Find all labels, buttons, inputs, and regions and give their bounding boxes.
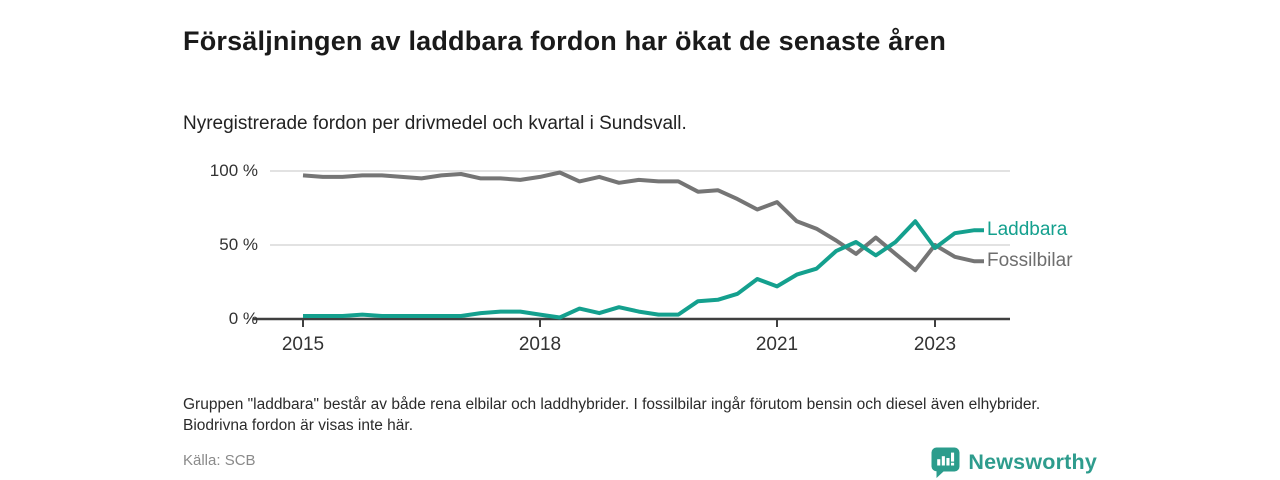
y-axis-label: 50 % (219, 235, 258, 254)
brand-name: Newsworthy (968, 450, 1097, 474)
x-axis-label: 2015 (281, 334, 325, 355)
source-text: Källa: SCB (183, 452, 256, 469)
series-line-fossilbilar (302, 170, 984, 273)
chart-title: Försäljningen av laddbara fordon har öka… (183, 26, 947, 57)
x-axis-label: 2018 (518, 334, 562, 355)
y-axis-label: 0 % (228, 309, 258, 328)
newsworthy-logo-icon (931, 447, 960, 478)
x-axis-label: 2023 (913, 334, 957, 355)
x-axis-label: 2021 (755, 334, 799, 355)
y-axis-label: 100 % (209, 161, 258, 180)
chart-footnote: Gruppen "laddbara" består av både rena e… (183, 395, 1041, 434)
chart-subtitle: Nyregistrerade fordon per drivmedel och … (183, 113, 687, 134)
series-label-fossilbilar: Fossilbilar (987, 250, 1073, 272)
series-label-laddbara: Laddbara (987, 219, 1068, 241)
brand-lockup: Newsworthy (931, 447, 1097, 478)
series-line-laddbara (303, 219, 984, 320)
